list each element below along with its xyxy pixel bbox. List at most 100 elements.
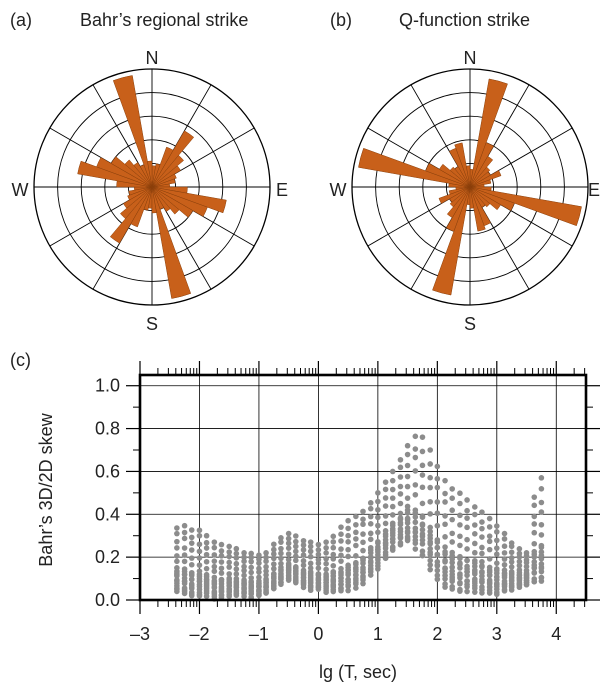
- scatter-point: [174, 565, 180, 571]
- scatter-point: [360, 555, 366, 562]
- scatter-point: [427, 557, 434, 564]
- scatter-point: [516, 550, 523, 557]
- scatter-point: [218, 541, 225, 548]
- rose-petal: [128, 186, 153, 196]
- scatter-point: [360, 516, 366, 523]
- scatter-point: [181, 545, 188, 551]
- scatter-points: [174, 433, 545, 602]
- scatter-point: [323, 545, 329, 551]
- scatter-point: [285, 561, 292, 567]
- scatter-point: [419, 448, 426, 455]
- rose-petal: [151, 186, 180, 215]
- scatter-point: [345, 562, 351, 568]
- scatter-point: [375, 506, 381, 513]
- scatter-point: [449, 583, 456, 590]
- y-tick-label: 0.4: [95, 504, 120, 524]
- rose-petal: [469, 186, 515, 211]
- scatter-point: [278, 560, 284, 567]
- scatter-point: [271, 565, 277, 572]
- scatter-point: [353, 559, 359, 566]
- rose-petal: [438, 186, 471, 204]
- scatter-point: [226, 543, 232, 550]
- scatter-point: [457, 522, 463, 528]
- rose-petal: [446, 186, 471, 232]
- scatter-point: [538, 475, 545, 481]
- scatter-point: [442, 490, 448, 497]
- scatter-point: [538, 561, 545, 567]
- scatter-point: [434, 567, 441, 574]
- rose-petal: [449, 166, 471, 188]
- scatter-point: [427, 528, 434, 535]
- scatter-point: [472, 540, 478, 547]
- scatter-point: [203, 539, 210, 546]
- scatter-point: [300, 542, 307, 548]
- scatter-point: [419, 521, 426, 527]
- scatter-point: [345, 546, 351, 553]
- scatter-point: [367, 530, 374, 537]
- scatter-point: [389, 468, 396, 475]
- scatter-point: [181, 529, 188, 536]
- scatter-point: [531, 529, 538, 536]
- scatter-point: [353, 521, 359, 528]
- scatter-point: [367, 500, 374, 506]
- scatter-point: [233, 571, 240, 577]
- scatter-point: [494, 523, 500, 529]
- scatter-point: [404, 495, 411, 501]
- y-tick-label: 0.8: [95, 419, 120, 439]
- rose-b-east-label: E: [588, 180, 600, 200]
- scatter-point: [538, 532, 545, 538]
- y-tick-label: 0.0: [95, 590, 120, 610]
- scatter-point: [501, 567, 508, 573]
- y-tick-label: 0.2: [95, 547, 120, 567]
- scatter-point: [211, 574, 218, 581]
- scatter-point: [323, 556, 329, 562]
- scatter-point: [271, 570, 277, 577]
- scatter-point: [457, 579, 463, 586]
- rose-a-east-label: E: [276, 180, 288, 200]
- scatter-point: [486, 556, 493, 562]
- scatter-point: [427, 461, 434, 467]
- scatter-point: [531, 559, 538, 565]
- scatter-point: [397, 491, 404, 497]
- scatter-point: [523, 557, 530, 563]
- scatter-point: [263, 563, 269, 570]
- scatter-point: [464, 578, 470, 585]
- scatter-point: [516, 558, 523, 565]
- scatter-point: [353, 513, 359, 520]
- rose-chart-a: (a) Bahr’s regional strike N E S W: [10, 10, 288, 334]
- scatter-point: [307, 548, 314, 555]
- scatter-point: [241, 558, 247, 565]
- scatter-point: [338, 524, 344, 530]
- scatter-point: [211, 539, 218, 545]
- scatter-point: [434, 551, 441, 558]
- scatter-point: [457, 586, 463, 593]
- scatter-point: [389, 544, 396, 550]
- panel-a-title: Bahr’s regional strike: [80, 10, 248, 30]
- rose-petal: [96, 157, 153, 188]
- scatter-point: [218, 570, 225, 576]
- rose-petal: [432, 186, 471, 296]
- scatter-point: [479, 525, 485, 532]
- scatter-point: [211, 552, 218, 558]
- scatter-point: [293, 564, 299, 570]
- scatter-point: [278, 550, 284, 557]
- scatter-point: [233, 550, 240, 557]
- scatter-point: [248, 554, 254, 561]
- scatter-point: [211, 558, 218, 564]
- scatter-point: [412, 529, 419, 536]
- scatter-point: [203, 545, 210, 551]
- scatter-point: [442, 549, 448, 555]
- rose-petal: [109, 186, 153, 244]
- scatter-point: [457, 560, 463, 566]
- scatter-chart-c: (c) –3 –2 –1 0 1 2 3 4 0.0 0.2 0.4 0.6 0.8 1.0 Bahr’s…: [10, 350, 600, 682]
- scatter-point: [464, 536, 470, 543]
- rose-petal: [438, 163, 471, 188]
- scatter-point: [404, 534, 411, 540]
- scatter-point: [248, 558, 254, 565]
- scatter-point: [412, 433, 419, 440]
- scatter-point: [256, 565, 262, 572]
- rose-petal: [151, 186, 227, 214]
- scatter-point: [375, 514, 381, 521]
- scatter-point: [300, 537, 307, 544]
- scatter-point: [271, 546, 277, 553]
